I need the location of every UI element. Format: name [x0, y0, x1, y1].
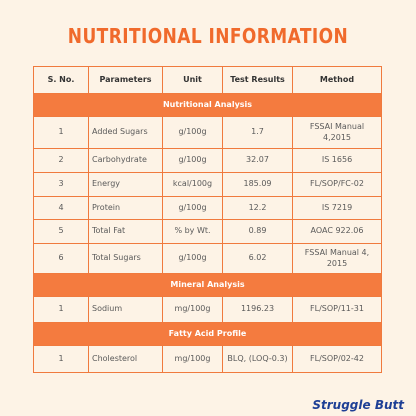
cell: 0.89	[222, 219, 293, 244]
cell: BLQ, (LOQ-0.3)	[222, 345, 293, 373]
cell: IS 7219	[292, 196, 382, 220]
cell: g/100g	[162, 196, 223, 220]
cell: Cholesterol	[88, 345, 163, 373]
cell: Total Sugars	[88, 243, 163, 274]
cell: FL/SOP/11-31	[292, 296, 382, 323]
cell: 185.09	[222, 172, 293, 197]
cell: g/100g	[162, 116, 223, 149]
cell: kcal/100g	[162, 172, 223, 197]
cell: 12.2	[222, 196, 293, 220]
cell: FL/SOP/02-42	[292, 345, 382, 373]
section-title: Mineral Analysis	[33, 273, 382, 297]
column-header: Method	[292, 66, 382, 94]
cell: Sodium	[88, 296, 163, 323]
section-row: Nutritional Analysis	[33, 93, 382, 117]
cell: 6.02	[222, 243, 293, 274]
cell: mg/100g	[162, 296, 223, 323]
cell: 1	[33, 116, 89, 149]
header-row: S. No. Parameters Unit Test Results Method	[33, 66, 382, 94]
cell: g/100g	[162, 243, 223, 274]
nutrition-table: S. No. Parameters Unit Test Results Method Nu…	[33, 66, 382, 373]
data-row: 5 Total Fat% by Wt. 0.89 AOAC 922.06	[33, 219, 382, 244]
cell: 4	[33, 196, 89, 220]
column-header: S. No.	[33, 66, 89, 94]
cell: % by Wt.	[162, 219, 223, 244]
cell: 32.07	[222, 148, 293, 173]
section-row: Mineral Analysis	[33, 273, 382, 297]
data-row: 2 Carbohydrate g/100g 32.07 IS 1656	[33, 148, 382, 173]
cell: 1196.23	[222, 296, 293, 323]
column-header: Parameters	[88, 66, 163, 94]
cell: g/100g	[162, 148, 223, 173]
cell: FL/SOP/FC-02	[292, 172, 382, 197]
data-row: 1 Added Sugars g/100g 1.7 FSSAI Manual 4,201…	[33, 116, 382, 149]
column-header: Unit	[162, 66, 223, 94]
title: NUTRITIONAL INFORMATION	[67, 24, 349, 48]
brand-logo: Struggle Butt	[312, 398, 404, 412]
column-header: Test Results	[222, 66, 293, 94]
data-row: 3 Energy kcal/100g 185.09 FL/SOP/FC-02	[33, 172, 382, 197]
data-row: 1 Cholesterol mg/100g BLQ, (LOQ-0.3) FL/SOP/…	[33, 345, 382, 373]
cell: Energy	[88, 172, 163, 197]
data-row: 1 Sodium mg/100g 1196.23 FL/SOP/11-31	[33, 296, 382, 323]
cell: Protein	[88, 196, 163, 220]
section-row: Fatty Acid Profile	[33, 322, 382, 346]
cell: 1	[33, 345, 89, 373]
section-title: Nutritional Analysis	[33, 93, 382, 117]
cell: Carbohydrate	[88, 148, 163, 173]
cell: FSSAI Manual 4,2015	[292, 116, 382, 149]
cell: 3	[33, 172, 89, 197]
cell: 2	[33, 148, 89, 173]
data-row: 4 Protein g/100g 12.2 IS 7219	[33, 196, 382, 220]
data-row: 6 Total Sugars g/100g 6.02 FSSAI Manual 4, 2…	[33, 243, 382, 274]
cell: IS 1656	[292, 148, 382, 173]
cell: AOAC 922.06	[292, 219, 382, 244]
table-body: S. No. Parameters Unit Test Results Method Nu…	[33, 66, 382, 373]
cell: 1.7	[222, 116, 293, 149]
cell: Added Sugars	[88, 116, 163, 149]
cell: 5	[33, 219, 89, 244]
cell: mg/100g	[162, 345, 223, 373]
cell: Total Fat	[88, 219, 163, 244]
cell: 1	[33, 296, 89, 323]
cell: 6	[33, 243, 89, 274]
cell: FSSAI Manual 4, 2015	[292, 243, 382, 274]
section-title: Fatty Acid Profile	[33, 322, 382, 346]
